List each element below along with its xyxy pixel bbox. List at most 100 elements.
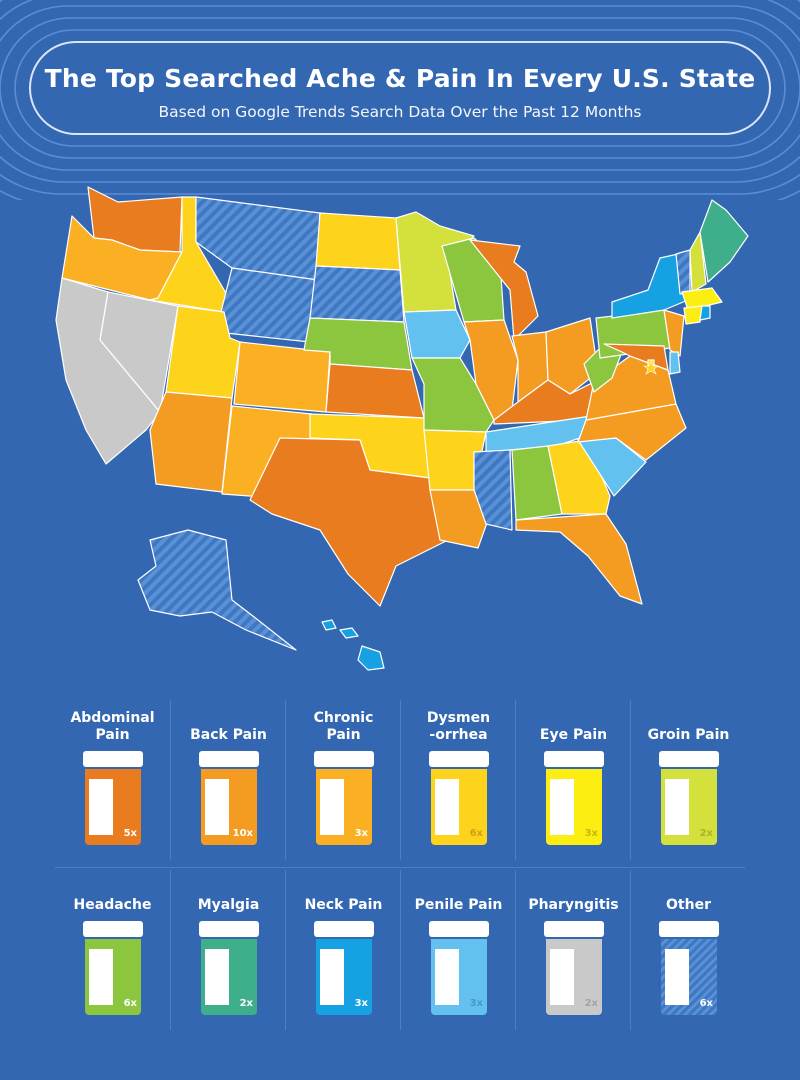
bottle-cap xyxy=(659,921,719,937)
state-hi xyxy=(321,619,385,671)
state-fl xyxy=(515,513,643,605)
state-ky xyxy=(493,379,595,425)
state-la xyxy=(429,489,489,549)
pill-bottle-icon: 6x xyxy=(82,921,144,1015)
bottle-cap xyxy=(83,751,143,767)
bottle-cap xyxy=(314,751,374,767)
bottle-label xyxy=(435,949,459,1005)
state-ri xyxy=(699,305,711,321)
bottle-body: 6x xyxy=(431,769,487,845)
bottle-body: 6x xyxy=(661,939,717,1015)
state-ms xyxy=(473,449,513,531)
bottle-body: 3x xyxy=(431,939,487,1015)
legend-item: Chronic Pain 3x xyxy=(285,700,400,860)
state-wy xyxy=(215,267,319,343)
bottle-body: 2x xyxy=(661,769,717,845)
pill-bottle-icon: 2x xyxy=(543,921,605,1015)
legend-label: Penile Pain xyxy=(414,897,503,913)
bottle-label xyxy=(435,779,459,835)
pill-bottle-icon: 3x xyxy=(428,921,490,1015)
legend-item: Eye Pain 3x xyxy=(515,700,630,860)
legend-item: Penile Pain 3x xyxy=(400,870,515,1030)
header: The Top Searched Ache & Pain In Every U.… xyxy=(30,40,770,146)
legend-label: Myalgia xyxy=(197,897,260,913)
legend-label: Headache xyxy=(73,897,152,913)
bottle-label xyxy=(89,779,113,835)
legend-label: Groin Pain xyxy=(647,727,730,743)
pill-bottle-icon: 5x xyxy=(82,751,144,845)
legend-item: Neck Pain 3x xyxy=(285,870,400,1030)
legend-count: 6x xyxy=(123,998,137,1009)
state-sd xyxy=(309,265,405,323)
state-nj xyxy=(663,309,685,357)
bottle-body: 3x xyxy=(316,769,372,845)
pill-bottle-icon: 3x xyxy=(543,751,605,845)
state-ma xyxy=(681,287,723,311)
state-ak xyxy=(137,529,297,651)
legend-count: 3x xyxy=(354,828,368,839)
legend-item: Other 6x xyxy=(630,870,745,1030)
bottle-body: 3x xyxy=(316,939,372,1015)
bottle-body: 6x xyxy=(85,939,141,1015)
legend-count: 6x xyxy=(469,828,483,839)
legend-count: 6x xyxy=(699,998,713,1009)
bottle-label xyxy=(205,779,229,835)
pill-bottle-icon: 6x xyxy=(658,921,720,1015)
page-subtitle: Based on Google Trends Search Data Over … xyxy=(158,103,642,121)
bottle-body: 10x xyxy=(201,769,257,845)
legend-row-1: Abdominal Pain 5x Back Pain 10x Chronic Pain… xyxy=(55,700,745,860)
bottle-label xyxy=(550,949,574,1005)
state-ia xyxy=(403,309,471,359)
bottle-body: 3x xyxy=(546,769,602,845)
bottle-label xyxy=(550,779,574,835)
legend-item: Groin Pain 2x xyxy=(630,700,745,860)
state-tx xyxy=(249,437,449,607)
pill-bottle-icon: 6x xyxy=(428,751,490,845)
legend-item: Dysmen -orrhea 6x xyxy=(400,700,515,860)
legend-label: Neck Pain xyxy=(304,897,383,913)
bottle-label xyxy=(665,949,689,1005)
legend-count: 2x xyxy=(699,828,713,839)
legend-item: Myalgia 2x xyxy=(170,870,285,1030)
bottle-cap xyxy=(199,921,259,937)
legend-row-2: Headache 6x Myalgia 2x Neck Pain 3x Penile Pai… xyxy=(55,870,745,1030)
legend-label: Other xyxy=(666,897,711,913)
pill-bottle-icon: 10x xyxy=(198,751,260,845)
bottle-cap xyxy=(83,921,143,937)
legend-count: 2x xyxy=(584,998,598,1009)
legend-count: 3x xyxy=(584,828,598,839)
legend-item: Back Pain 10x xyxy=(170,700,285,860)
us-map xyxy=(55,186,749,671)
legend-item: Headache 6x xyxy=(55,870,170,1030)
state-nd xyxy=(315,212,401,271)
bottle-cap xyxy=(544,921,604,937)
legend-label: Dysmen -orrhea xyxy=(426,710,491,743)
bottle-label xyxy=(320,779,344,835)
bottle-body: 2x xyxy=(546,939,602,1015)
dc-star-icon xyxy=(643,360,659,375)
legend-item: Pharyngitis 2x xyxy=(515,870,630,1030)
state-co xyxy=(233,341,331,413)
state-mi xyxy=(469,239,539,341)
bottle-cap xyxy=(314,921,374,937)
bottle-label xyxy=(665,779,689,835)
bottle-body: 5x xyxy=(85,769,141,845)
pill-bottle-icon: 3x xyxy=(313,751,375,845)
bottle-label xyxy=(205,949,229,1005)
legend-label: Back Pain xyxy=(190,727,267,743)
bottle-label xyxy=(320,949,344,1005)
state-tn xyxy=(485,413,605,453)
bottle-cap xyxy=(199,751,259,767)
bottle-body: 2x xyxy=(201,939,257,1015)
bottle-cap xyxy=(659,751,719,767)
state-me xyxy=(699,199,749,283)
bottle-cap xyxy=(544,751,604,767)
legend-count: 10x xyxy=(232,828,253,839)
bottle-cap xyxy=(429,751,489,767)
state-ct xyxy=(683,305,703,325)
legend-count: 5x xyxy=(123,828,137,839)
state-mt xyxy=(195,196,321,281)
legend-count: 3x xyxy=(354,998,368,1009)
legend-count: 2x xyxy=(239,998,253,1009)
